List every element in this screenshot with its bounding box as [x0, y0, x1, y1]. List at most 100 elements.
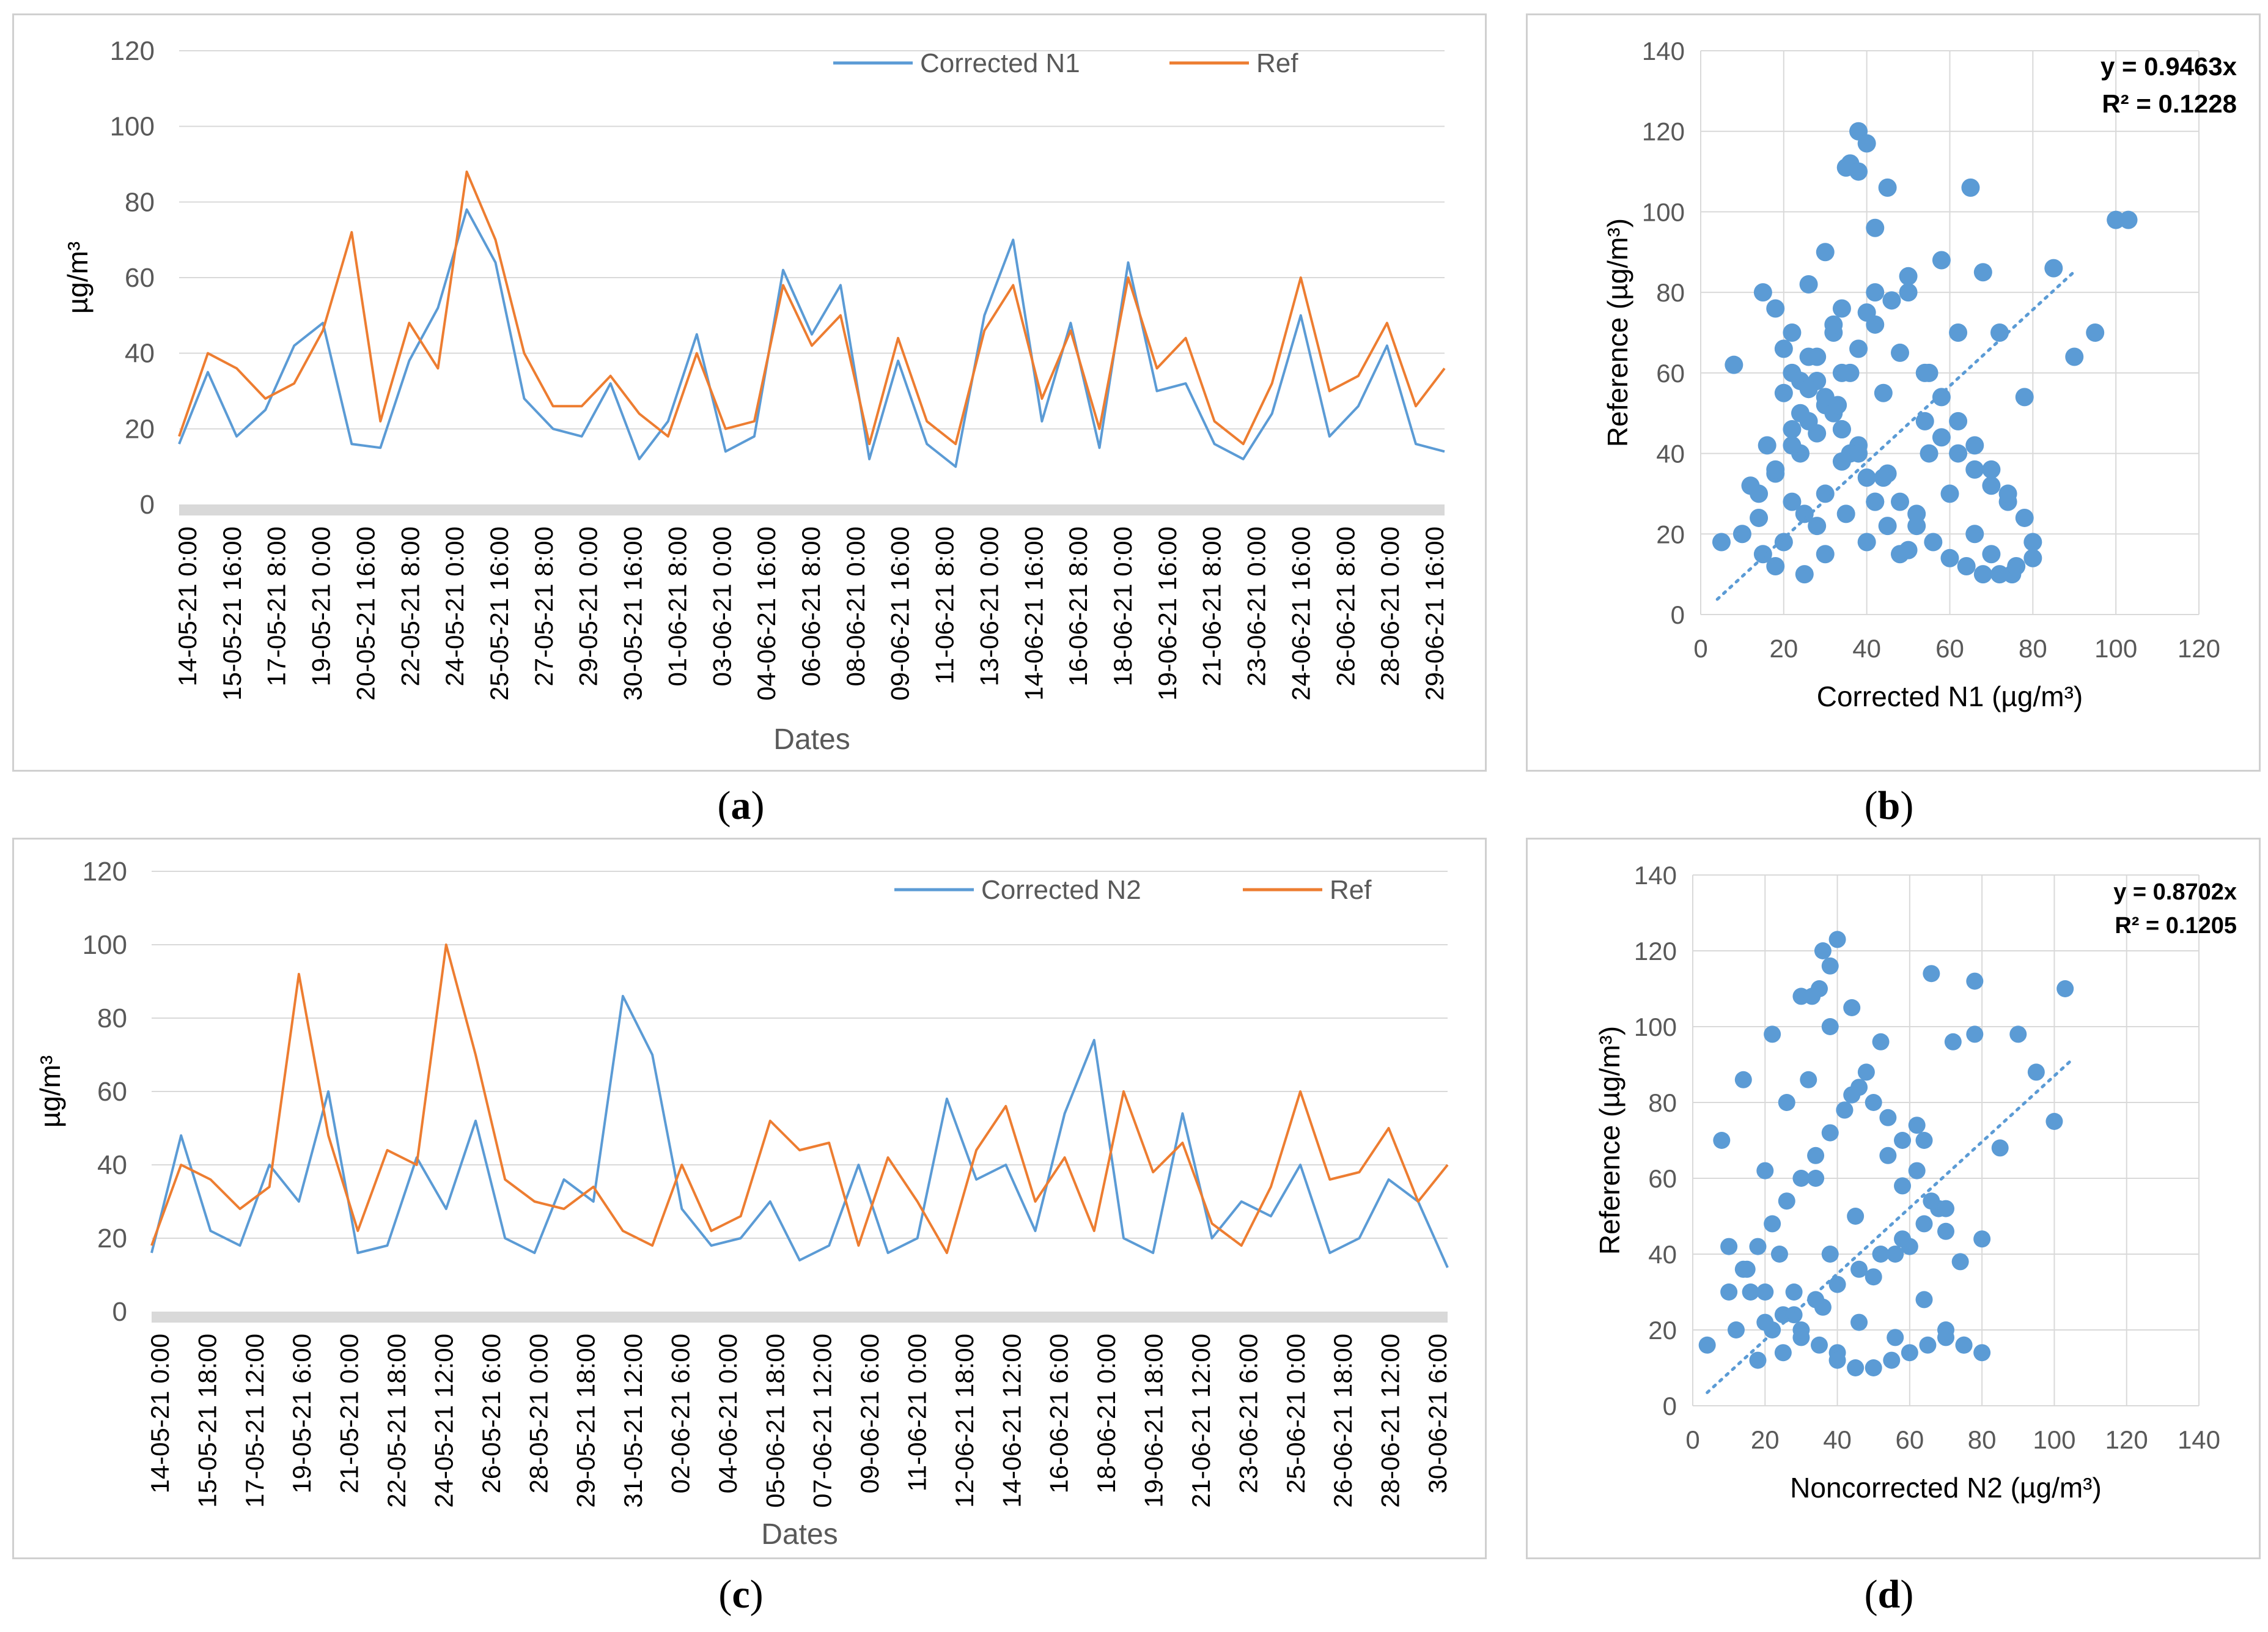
x-tick-label: 15-05-21 16:00: [218, 526, 246, 701]
scatter-point: [1849, 444, 1868, 463]
y-tick-label: 120: [1642, 117, 1685, 146]
x-tick-label: 16-06-21 8:00: [1064, 526, 1092, 687]
x-tick-label: 0: [1693, 634, 1707, 663]
scatter-point: [1766, 556, 1785, 575]
scatter-point: [1803, 988, 1821, 1005]
caption-c: (c): [718, 1572, 764, 1617]
scatter-point: [1774, 383, 1793, 402]
scatter-point: [1785, 1306, 1803, 1324]
scatter-point: [1872, 1246, 1890, 1263]
x-tick-label: 40: [1852, 634, 1881, 663]
y-tick-label: 100: [1642, 198, 1685, 226]
scatter-point: [1778, 1094, 1795, 1111]
scatter-point: [1791, 404, 1810, 423]
scatter-point: [1774, 533, 1793, 552]
y-axis-label: µg/m³: [62, 242, 94, 314]
scatter-point: [1749, 1351, 1767, 1369]
series-line-ref: [150, 943, 1449, 1254]
scatter-point: [1951, 1253, 1969, 1271]
y-axis-label: Reference (µg/m³): [1602, 218, 1633, 447]
scatter-point: [2044, 259, 2063, 278]
y-tick-label: 80: [1656, 278, 1685, 307]
y-tick-label: 0: [1671, 600, 1685, 629]
scatter-point: [1783, 323, 1802, 342]
x-tick-label: 26-06-21 8:00: [1331, 526, 1360, 687]
trendline: [1715, 270, 2076, 601]
x-tick-label: 19-05-21 0:00: [307, 526, 336, 687]
x-tick-label: 31-05-21 12:00: [619, 1334, 647, 1508]
scatter-point: [1750, 508, 1769, 527]
scatter-point: [1891, 492, 1909, 511]
x-tick-label: 25-06-21 0:00: [1281, 1334, 1310, 1494]
scatter-point: [1879, 1146, 1897, 1164]
scatter-point: [1814, 942, 1832, 959]
y-tick-label: 80: [97, 1003, 127, 1033]
scatter-point: [1783, 420, 1802, 439]
scatter-point: [1816, 243, 1835, 262]
scatter-point: [1720, 1283, 1738, 1301]
x-tick-label: 17-05-21 8:00: [262, 526, 291, 687]
scatter-point: [1808, 517, 1827, 536]
scatter-point: [1725, 355, 1743, 374]
r-squared: R² = 0.1228: [2102, 89, 2237, 118]
scatter-point: [1821, 1018, 1839, 1035]
x-tick-label: 19-05-21 6:00: [287, 1334, 316, 1494]
x-tick-label: 120: [2105, 1425, 2148, 1454]
scatter-point: [2023, 548, 2042, 567]
scatter-point: [1847, 1359, 1865, 1376]
scatter-point: [1807, 1291, 1825, 1309]
x-axis-label: Dates: [761, 1518, 838, 1551]
scatter-point: [1899, 541, 1918, 559]
scatter-point: [1901, 1344, 1918, 1362]
scatter-point: [1857, 533, 1876, 552]
scatter-point: [1843, 999, 1861, 1016]
series-line-ref: [178, 170, 1446, 446]
scatter-point: [1866, 492, 1885, 511]
scatter-point: [1756, 1162, 1774, 1180]
x-tick-label: 23-06-21 0:00: [1242, 526, 1271, 687]
y-tick-label: 100: [83, 930, 127, 960]
y-axis-label: µg/m³: [34, 1055, 66, 1128]
x-tick-label: 24-06-21 16:00: [1286, 526, 1315, 701]
y-tick-label: 20: [125, 414, 155, 444]
y-tick-label: 60: [1656, 359, 1685, 388]
scatter-point: [1828, 1276, 1846, 1293]
scatter-point: [2015, 508, 2034, 527]
scatter-point: [1799, 380, 1818, 399]
scatter-point: [1973, 565, 1992, 584]
x-tick-label: 09-06-21 16:00: [886, 526, 915, 701]
scatter-point: [1857, 1063, 1875, 1081]
scatter-point: [1908, 1117, 1926, 1134]
x-axis-band: [179, 504, 1445, 515]
x-tick-label: 27-05-21 8:00: [529, 526, 558, 687]
scatter-point: [1973, 1230, 1991, 1248]
y-tick-label: 140: [1634, 861, 1677, 890]
scatter-point: [1828, 931, 1846, 948]
x-tick-label: 29-05-21 0:00: [574, 526, 603, 687]
scatter-point: [1800, 1071, 1817, 1088]
x-tick-label: 40: [1823, 1425, 1852, 1454]
scatter-point: [2007, 556, 2026, 575]
scatter-point: [1808, 347, 1827, 366]
scatter-point: [1865, 1359, 1882, 1376]
y-tick-label: 0: [1663, 1392, 1677, 1420]
x-tick-label: 30-05-21 16:00: [619, 526, 647, 701]
series-line-sensor: [178, 208, 1445, 468]
scatter-point: [2065, 347, 2084, 366]
panel-a: 0 20 40 60 80 100 120 14-05-21 0:00 15-05-21 16:…: [12, 13, 1487, 772]
scatter-point: [1828, 1351, 1846, 1369]
x-axis-band: [152, 1312, 1448, 1323]
x-tick-label: 14-05-21 0:00: [173, 526, 202, 687]
scatter-point: [1732, 525, 1751, 544]
x-tick-label: 21-06-21 8:00: [1198, 526, 1226, 687]
x-tick-label: 07-06-21 12:00: [808, 1334, 837, 1508]
scatter-point: [1915, 1291, 1933, 1309]
y-tick-label: 120: [83, 857, 127, 887]
scatter-point: [1766, 299, 1785, 318]
scatter-point: [1865, 1094, 1882, 1111]
scatter-point: [1866, 218, 1885, 237]
scatter-point: [2119, 210, 2138, 229]
scatter-point: [1811, 1336, 1828, 1354]
y-tick-label: 60: [125, 263, 155, 293]
scatter-point: [1766, 460, 1785, 479]
